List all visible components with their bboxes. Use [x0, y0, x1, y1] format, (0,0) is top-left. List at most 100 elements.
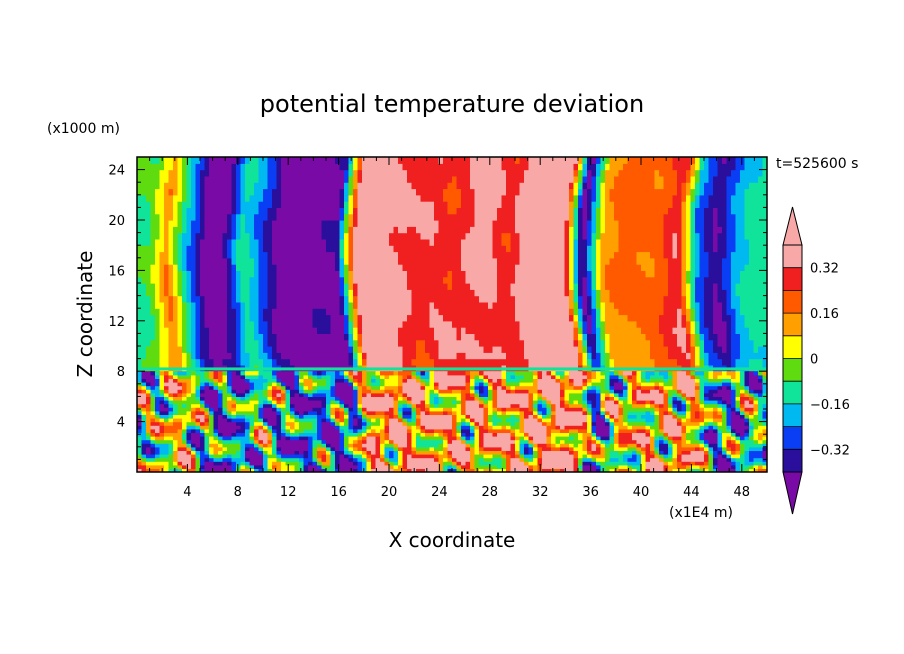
contour-cell	[317, 226, 323, 234]
contour-cell	[569, 320, 575, 328]
contour-cell	[717, 276, 723, 284]
contour-cell	[708, 283, 714, 290]
contour-cell	[141, 443, 147, 448]
contour-cell	[600, 358, 606, 366]
contour-cell	[744, 232, 750, 240]
contour-cell	[384, 169, 390, 177]
contour-cell	[596, 251, 602, 259]
contour-cell	[623, 339, 629, 347]
contour-cell	[258, 182, 264, 190]
contour-cell	[690, 333, 696, 341]
contour-cell	[371, 194, 377, 202]
contour-cell	[537, 320, 543, 328]
contour-cell	[182, 339, 188, 347]
contour-cell	[263, 257, 269, 265]
contour-cell	[690, 169, 696, 177]
contour-cell	[506, 320, 512, 328]
contour-cell	[425, 194, 431, 202]
contour-cell	[146, 439, 152, 444]
contour-cell	[416, 201, 422, 208]
contour-cell	[348, 283, 354, 290]
contour-cell	[362, 182, 368, 190]
contour-cell	[371, 238, 377, 246]
contour-cell	[515, 207, 521, 215]
contour-cell	[330, 213, 336, 221]
contour-cell	[528, 245, 534, 253]
contour-cell	[155, 182, 161, 190]
contour-cell	[573, 182, 579, 190]
contour-cell	[191, 245, 197, 253]
contour-cell	[659, 169, 665, 177]
contour-cell	[303, 308, 309, 316]
contour-cell	[452, 264, 458, 271]
contour-cell	[690, 320, 696, 328]
contour-cell	[605, 270, 611, 278]
contour-cell	[479, 175, 485, 183]
contour-cell	[164, 207, 170, 215]
contour-cell	[717, 213, 723, 221]
contour-cell	[434, 207, 440, 215]
contour-cell	[411, 308, 417, 316]
contour-cell	[182, 157, 188, 164]
contour-cell	[344, 295, 350, 303]
contour-cell	[681, 182, 687, 190]
contour-cell	[348, 320, 354, 328]
contour-cell	[564, 194, 570, 202]
contour-cell	[218, 314, 224, 322]
contour-cell	[695, 163, 701, 171]
contour-cell	[285, 320, 291, 328]
contour-cell	[245, 352, 251, 360]
contour-cell	[200, 257, 206, 265]
contour-cell	[425, 320, 431, 328]
contour-cell	[281, 295, 287, 303]
contour-cell	[245, 213, 251, 221]
contour-cell	[681, 301, 687, 309]
contour-cell	[299, 320, 305, 328]
contour-cell	[429, 314, 435, 322]
contour-cell	[425, 352, 431, 360]
contour-cell	[614, 270, 620, 278]
contour-cell	[749, 257, 755, 265]
contour-cell	[753, 264, 759, 271]
contour-cell	[740, 314, 746, 322]
contour-cell	[429, 333, 435, 341]
contour-cell	[308, 163, 314, 171]
contour-cell	[173, 232, 179, 240]
contour-cell	[141, 410, 147, 415]
contour-cell	[753, 182, 759, 190]
contour-cell	[632, 301, 638, 309]
contour-cell	[164, 201, 170, 208]
contour-cell	[672, 295, 678, 303]
contour-cell	[645, 320, 651, 328]
contour-cell	[209, 194, 215, 202]
contour-cell	[438, 283, 444, 290]
contour-cell	[339, 157, 345, 164]
contour-cell	[528, 339, 534, 347]
contour-cell	[254, 226, 260, 234]
contour-cell	[141, 439, 147, 444]
contour-cell	[465, 276, 471, 284]
contour-cell	[465, 188, 471, 196]
contour-cell	[222, 169, 228, 177]
contour-cell	[600, 163, 606, 171]
contour-cell	[146, 213, 152, 221]
contour-cell	[227, 163, 233, 171]
contour-cell	[312, 232, 318, 240]
contour-cell	[389, 283, 395, 290]
contour-cell	[699, 301, 705, 309]
contour-cell	[290, 352, 296, 360]
contour-cell	[186, 182, 192, 190]
contour-cell	[150, 289, 156, 297]
contour-cell	[488, 226, 494, 234]
contour-cell	[690, 352, 696, 360]
contour-cell	[596, 283, 602, 290]
contour-cell	[398, 251, 404, 259]
contour-cell	[470, 175, 476, 183]
contour-cell	[465, 220, 471, 227]
contour-cell	[726, 270, 732, 278]
contour-cell	[398, 327, 404, 334]
contour-cell	[510, 201, 516, 208]
contour-cell	[605, 163, 611, 171]
contour-cell	[573, 358, 579, 366]
contour-cell	[303, 182, 309, 190]
